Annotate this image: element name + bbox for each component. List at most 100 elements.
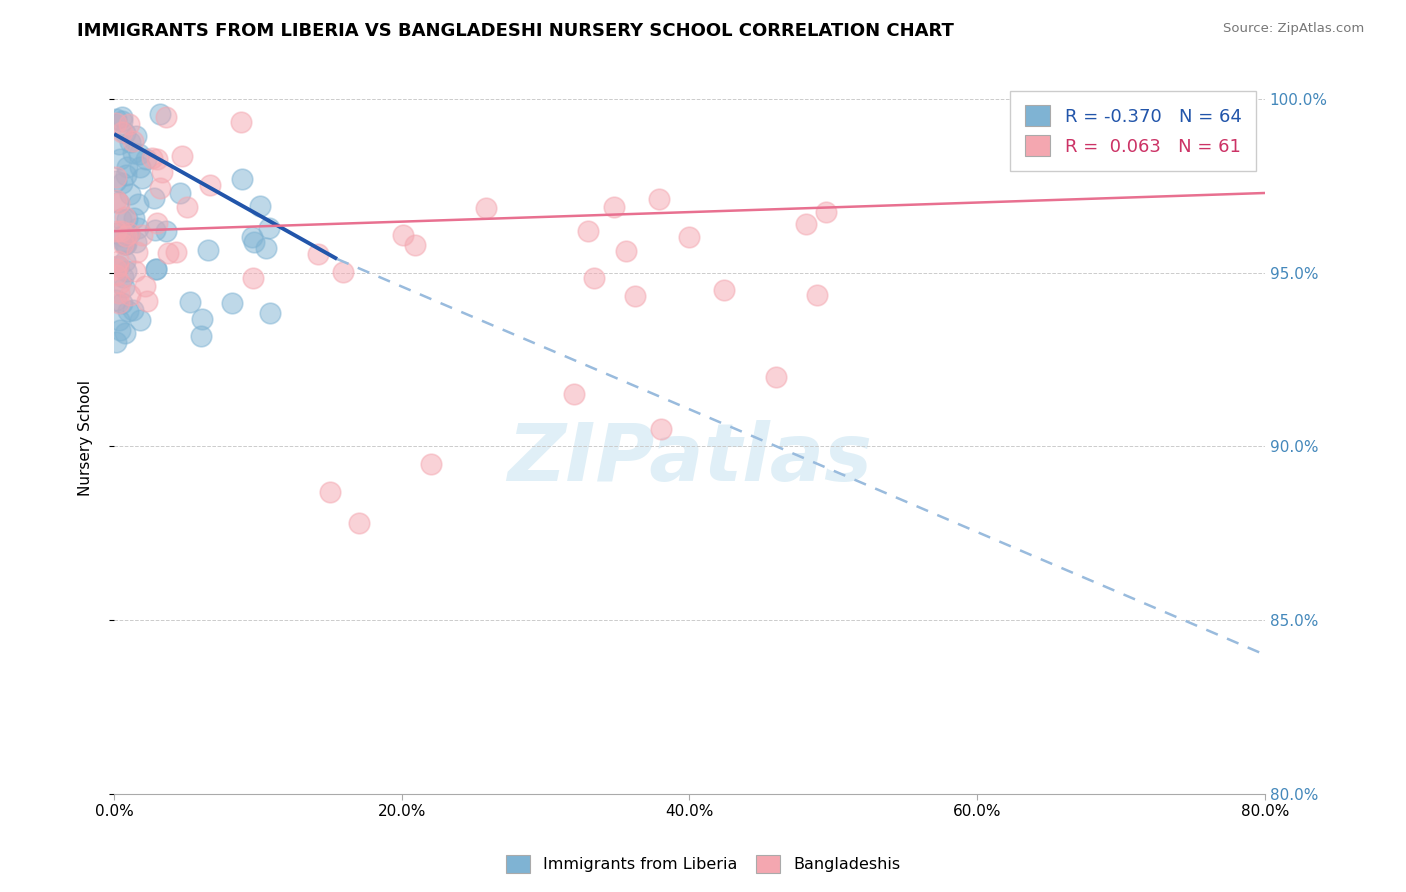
Point bbox=[149, 107, 172, 121]
Legend: Immigrants from Liberia, Bangladeshis: Immigrants from Liberia, Bangladeshis bbox=[499, 848, 907, 880]
Point bbox=[104, 115, 127, 129]
Point bbox=[141, 151, 163, 165]
Point bbox=[117, 211, 139, 226]
Point bbox=[129, 161, 152, 175]
Point bbox=[105, 226, 128, 240]
Point bbox=[146, 216, 169, 230]
Point bbox=[131, 227, 153, 242]
Text: Source: ZipAtlas.com: Source: ZipAtlas.com bbox=[1223, 22, 1364, 36]
Point bbox=[107, 136, 129, 151]
Point bbox=[197, 243, 219, 257]
Point bbox=[191, 312, 214, 326]
Point bbox=[110, 176, 132, 190]
Point bbox=[104, 261, 127, 276]
Point bbox=[127, 244, 149, 259]
Point bbox=[111, 296, 134, 310]
Point bbox=[111, 236, 134, 251]
Point bbox=[155, 110, 177, 124]
Point bbox=[104, 174, 127, 188]
Point bbox=[170, 149, 193, 163]
Point bbox=[624, 289, 647, 303]
Point bbox=[576, 224, 599, 238]
Point bbox=[165, 244, 187, 259]
Legend: R = -0.370   N = 64, R =  0.063   N = 61: R = -0.370 N = 64, R = 0.063 N = 61 bbox=[1011, 91, 1256, 170]
Point bbox=[242, 271, 264, 285]
Point bbox=[114, 237, 136, 252]
Point bbox=[111, 125, 134, 139]
Point bbox=[229, 115, 252, 129]
Point bbox=[107, 259, 129, 273]
Point bbox=[648, 192, 671, 206]
Point bbox=[112, 235, 135, 250]
Y-axis label: Nursery School: Nursery School bbox=[79, 380, 93, 496]
Point bbox=[474, 202, 496, 216]
Point bbox=[114, 326, 136, 340]
Point bbox=[419, 457, 441, 471]
Point bbox=[118, 227, 141, 241]
Point bbox=[221, 296, 243, 310]
Point bbox=[155, 224, 177, 238]
Point bbox=[121, 146, 143, 161]
Point bbox=[108, 152, 131, 166]
Text: IMMIGRANTS FROM LIBERIA VS BANGLADESHI NURSERY SCHOOL CORRELATION CHART: IMMIGRANTS FROM LIBERIA VS BANGLADESHI N… bbox=[77, 22, 955, 40]
Point bbox=[650, 422, 672, 436]
Point bbox=[190, 329, 212, 343]
Point bbox=[796, 218, 818, 232]
Point bbox=[118, 288, 141, 302]
Point bbox=[131, 170, 153, 185]
Point bbox=[127, 220, 149, 235]
Point bbox=[145, 262, 167, 277]
Point bbox=[110, 223, 132, 237]
Point bbox=[118, 186, 141, 201]
Point bbox=[114, 229, 136, 244]
Point bbox=[115, 168, 138, 182]
Point bbox=[149, 180, 172, 194]
Point bbox=[108, 286, 131, 301]
Point bbox=[815, 205, 838, 219]
Point bbox=[111, 229, 134, 244]
Point bbox=[765, 370, 787, 384]
Point bbox=[114, 279, 136, 293]
Point bbox=[115, 160, 138, 174]
Text: ZIPatlas: ZIPatlas bbox=[508, 420, 872, 498]
Point bbox=[104, 334, 127, 349]
Point bbox=[157, 245, 180, 260]
Point bbox=[104, 169, 127, 184]
Point bbox=[114, 126, 136, 140]
Point bbox=[108, 323, 131, 337]
Point bbox=[122, 302, 145, 317]
Point bbox=[134, 153, 156, 167]
Point bbox=[117, 226, 139, 240]
Point bbox=[152, 165, 174, 179]
Point bbox=[392, 228, 415, 243]
Point bbox=[240, 229, 263, 244]
Point bbox=[115, 237, 138, 252]
Point bbox=[110, 211, 132, 226]
Point bbox=[231, 171, 253, 186]
Point bbox=[104, 112, 127, 127]
Point bbox=[108, 277, 131, 291]
Point bbox=[104, 193, 127, 207]
Point bbox=[142, 192, 165, 206]
Point bbox=[259, 306, 281, 320]
Point bbox=[118, 135, 141, 149]
Point bbox=[806, 288, 828, 302]
Point bbox=[145, 262, 167, 277]
Point bbox=[179, 295, 201, 310]
Point bbox=[614, 244, 637, 259]
Point bbox=[107, 195, 129, 210]
Point bbox=[125, 235, 148, 249]
Point bbox=[114, 254, 136, 268]
Point bbox=[124, 264, 146, 278]
Point bbox=[108, 313, 131, 327]
Point bbox=[104, 268, 127, 283]
Point bbox=[108, 295, 131, 310]
Point bbox=[254, 241, 277, 255]
Point bbox=[112, 270, 135, 285]
Point bbox=[347, 516, 370, 530]
Point bbox=[107, 253, 129, 268]
Point bbox=[404, 238, 426, 252]
Point bbox=[122, 211, 145, 226]
Point bbox=[107, 195, 129, 210]
Point bbox=[136, 294, 159, 309]
